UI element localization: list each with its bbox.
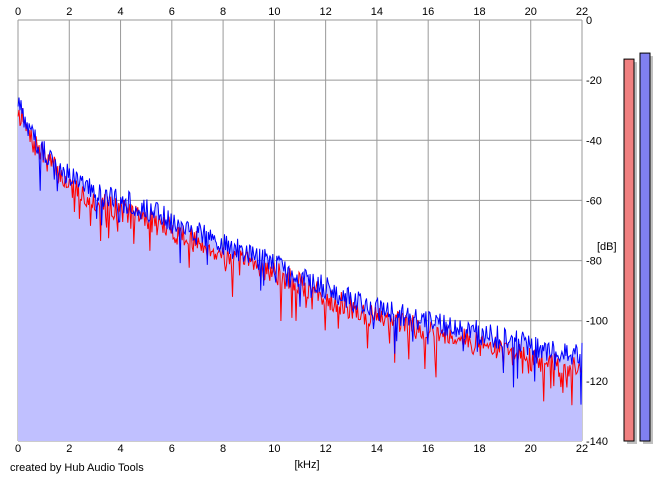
level-meter-1 — [623, 58, 635, 442]
x-axis-bottom: 0 2 4 6 8 10 12 14 16 18 20 22 — [15, 443, 588, 455]
x-tick-label-bottom: 6 — [169, 443, 175, 455]
y-tick-label: -20 — [586, 75, 602, 87]
level-meters — [623, 52, 653, 444]
x-tick-label-top: 16 — [422, 6, 434, 18]
x-axis-label: [kHz] — [294, 459, 319, 471]
x-tick-label-bottom: 10 — [268, 443, 280, 455]
x-tick-label-bottom: 2 — [66, 443, 72, 455]
y-tick-label: -100 — [586, 316, 608, 328]
x-tick-label-bottom: 16 — [422, 443, 434, 455]
x-tick-label-top: 14 — [371, 6, 383, 18]
x-tick-label-bottom: 8 — [220, 443, 226, 455]
x-tick-label-bottom: 20 — [525, 443, 537, 455]
x-tick-label-top: 22 — [576, 6, 588, 18]
x-tick-label-top: 12 — [320, 6, 332, 18]
y-tick-label: -80 — [586, 256, 602, 268]
y-tick-label: -140 — [586, 436, 608, 448]
x-tick-label-top: 2 — [66, 6, 72, 18]
y-tick-label: 0 — [586, 15, 592, 27]
x-tick-label-top: 6 — [169, 6, 175, 18]
x-tick-label-bottom: 0 — [15, 443, 21, 455]
x-tick-label-top: 20 — [525, 6, 537, 18]
x-tick-label-bottom: 18 — [473, 443, 485, 455]
x-tick-label-top: 4 — [117, 6, 123, 18]
y-axis: 0 -20 -40 -60 -80 -100 -120 -140 — [586, 15, 608, 448]
y-tick-label: -120 — [586, 376, 608, 388]
y-tick-label: -60 — [586, 195, 602, 207]
spectrum-line-2 — [17, 97, 583, 405]
x-tick-label-bottom: 14 — [371, 443, 383, 455]
x-tick-label-bottom: 22 — [576, 443, 588, 455]
spectrum-line-1 — [17, 107, 583, 406]
x-tick-label-bottom: 12 — [320, 443, 332, 455]
spectrum-fill — [18, 97, 582, 441]
credit-text: created by Hub Audio Tools — [10, 462, 144, 474]
x-tick-label-top: 18 — [473, 6, 485, 18]
x-tick-label-bottom: 4 — [117, 443, 123, 455]
x-tick-label-top: 10 — [268, 6, 280, 18]
x-tick-label-top: 8 — [220, 6, 226, 18]
x-tick-label-top: 0 — [15, 6, 21, 18]
y-axis-label: [dB] — [597, 241, 617, 253]
x-axis-top: 0 2 4 6 8 10 12 14 16 18 20 22 — [15, 6, 588, 18]
plot-area — [17, 97, 583, 441]
level-meter-2 — [639, 52, 651, 442]
y-tick-label: -40 — [586, 135, 602, 147]
